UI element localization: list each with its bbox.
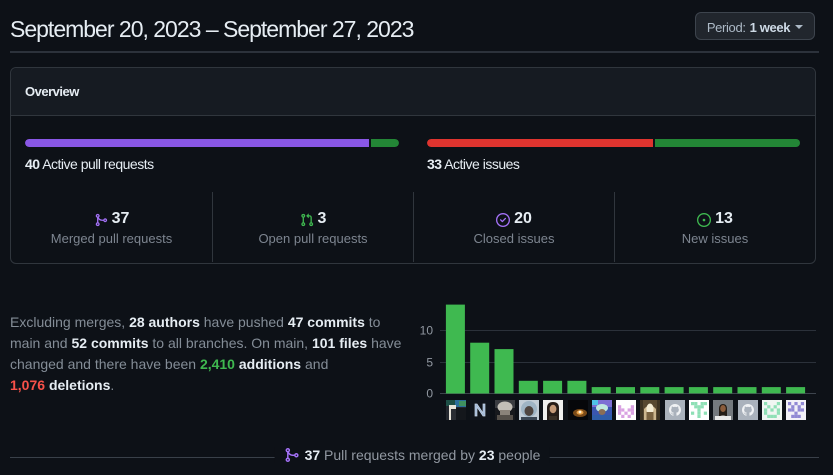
svg-text:5: 5 bbox=[426, 356, 433, 370]
svg-text:10: 10 bbox=[420, 324, 434, 338]
svg-text:0: 0 bbox=[426, 387, 433, 401]
